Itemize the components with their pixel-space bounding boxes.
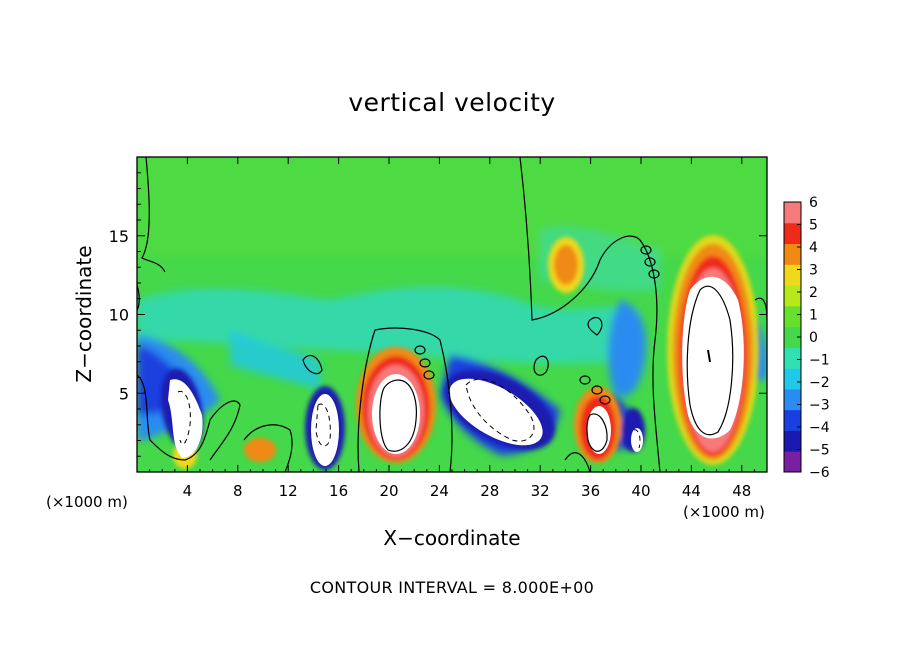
colorbar-segment xyxy=(784,285,801,307)
y-tick-label: 5 xyxy=(119,384,129,403)
colorbar-segment xyxy=(784,368,801,390)
colorbar-label: −6 xyxy=(809,465,830,481)
contour-interval-note: CONTOUR INTERVAL = 8.000E+00 xyxy=(309,578,595,597)
x-tick-label: 16 xyxy=(329,482,348,500)
x-unit-right: (×1000 m) xyxy=(683,503,765,521)
colorbar-segment xyxy=(784,264,801,286)
colorbar-label: −3 xyxy=(809,398,830,414)
x-tick-label: 20 xyxy=(379,482,398,500)
x-axis: 4 8 12 16 20 24 28 32 36 40 44 48 xyxy=(149,157,755,500)
colorbar-label: −5 xyxy=(809,443,830,459)
colorbar-segment xyxy=(784,243,801,265)
x-axis-label: X−coordinate xyxy=(383,526,521,550)
colorbar-segment xyxy=(784,202,801,224)
colorbar-label: 4 xyxy=(809,240,818,256)
y-tick-label: 15 xyxy=(109,227,129,246)
x-tick-label: 32 xyxy=(531,482,550,500)
colorbar-segment xyxy=(784,451,801,473)
colorbar-label: −4 xyxy=(809,420,830,436)
x-tick-label: 12 xyxy=(279,482,298,500)
y-tick-label: 10 xyxy=(109,306,129,325)
colorbar-segment xyxy=(784,347,801,369)
x-tick-label: 44 xyxy=(682,482,701,500)
colorbar-segment xyxy=(784,326,801,348)
colorbar-label: 0 xyxy=(809,330,818,346)
colorbar-label: 5 xyxy=(809,218,818,234)
y-axis: 5 10 15 xyxy=(109,172,767,457)
colorbar-segment xyxy=(784,222,801,245)
heatmap-field xyxy=(137,157,767,472)
x-tick-label: 28 xyxy=(480,482,499,500)
colorbar-label: −2 xyxy=(809,375,830,391)
colorbar-label: −1 xyxy=(809,353,830,369)
colorbar-segment xyxy=(784,305,801,328)
chart-title: vertical velocity xyxy=(348,88,556,117)
colorbar-label: 2 xyxy=(809,285,818,301)
x-tick-label: 48 xyxy=(732,482,751,500)
x-tick-label: 24 xyxy=(430,482,449,500)
x-tick-label: 36 xyxy=(581,482,600,500)
x-unit-left: (×1000 m) xyxy=(46,493,128,511)
colorbar-segment xyxy=(784,409,801,431)
colorbar-label: 6 xyxy=(809,195,818,211)
colorbar: 6 5 4 3 2 1 0 −1 −2 −3 −4 −5 −6 xyxy=(783,195,830,481)
x-tick-label: 8 xyxy=(233,482,243,500)
colorbar-segment xyxy=(784,430,801,452)
x-tick-label: 40 xyxy=(631,482,650,500)
colorbar-label: 1 xyxy=(809,308,818,324)
x-tick-label: 4 xyxy=(183,482,193,500)
colorbar-label: 3 xyxy=(809,263,818,279)
y-axis-label: Z−coordinate xyxy=(72,245,96,383)
colorbar-segment xyxy=(784,388,801,411)
